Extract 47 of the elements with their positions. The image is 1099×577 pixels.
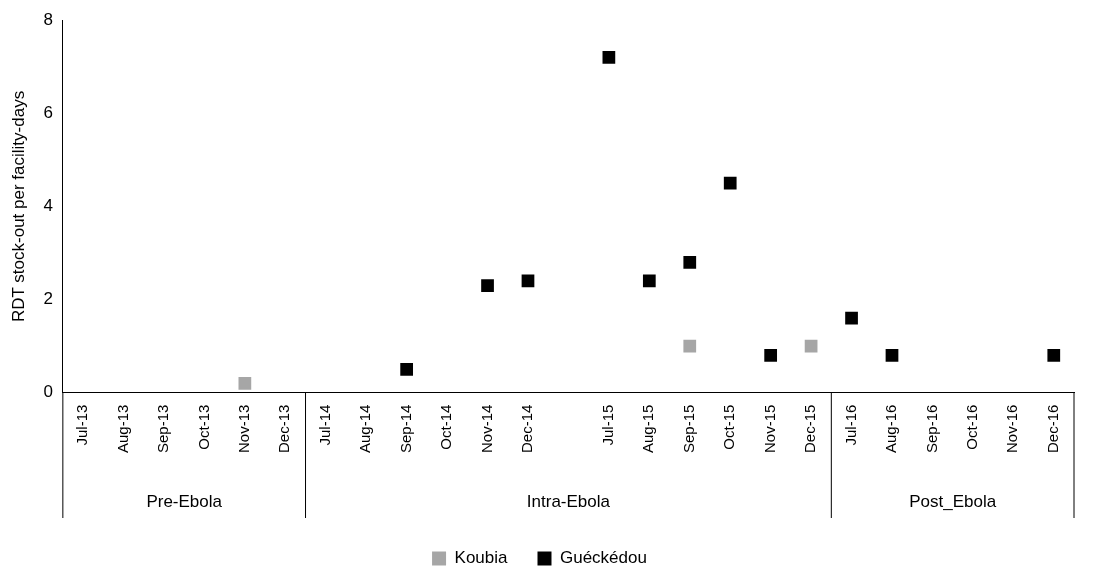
x-tick-label: Sep-14 xyxy=(396,404,414,454)
x-tick-label: Nov-14 xyxy=(477,404,495,453)
x-tick-label: Aug-16 xyxy=(882,404,900,454)
point xyxy=(885,349,899,362)
text: Intra-Ebola xyxy=(526,491,611,511)
x-tick-label: Sep-15 xyxy=(679,404,697,454)
point xyxy=(764,349,778,362)
y-tick-label: 2 xyxy=(43,289,53,309)
x-tick-label: Nov-16 xyxy=(1003,404,1021,453)
point xyxy=(481,279,494,292)
x-tick-label: Jul-14 xyxy=(315,404,333,446)
x-tick-label: Dec-15 xyxy=(801,404,819,453)
y-tick-label: 0 xyxy=(43,382,53,402)
point xyxy=(683,339,697,353)
legend-label: Koubia xyxy=(454,548,509,568)
point xyxy=(683,255,697,269)
x-tick-label: Dec-16 xyxy=(1043,404,1061,453)
point xyxy=(642,274,656,288)
point xyxy=(602,51,616,64)
x-tick-label: Oct-15 xyxy=(720,404,738,450)
x-tick-label: Jul-13 xyxy=(73,404,91,446)
point xyxy=(723,176,737,190)
x-tick-label: Aug-14 xyxy=(356,404,374,454)
x-tick-label: Dec-13 xyxy=(275,404,293,453)
x-tick-label: Sep-16 xyxy=(922,404,940,454)
x-tick-label: Dec-14 xyxy=(518,404,536,453)
x-tick-label: Aug-13 xyxy=(113,404,131,454)
legend-label: Guéckédou xyxy=(559,548,647,568)
x-tick-label: Nov-13 xyxy=(235,404,252,453)
point xyxy=(400,362,414,376)
y-axis-title: RDT stock-out per facility-days xyxy=(8,90,28,322)
x-tick-label: Sep-13 xyxy=(154,404,172,454)
point xyxy=(238,376,252,390)
x-tick-label: Oct-14 xyxy=(437,404,455,450)
point xyxy=(845,311,858,325)
text: Pre-Ebola xyxy=(146,491,223,511)
x-tick-label: Nov-15 xyxy=(760,404,778,453)
y-tick-label: 4 xyxy=(43,196,53,216)
y-tick-label: 8 xyxy=(43,9,53,29)
x-tick-label: Aug-15 xyxy=(639,404,657,454)
point xyxy=(1047,349,1061,362)
y-tick-label: 6 xyxy=(43,103,53,122)
x-tick-label: Jul-16 xyxy=(841,404,859,446)
x-tick-label: Jul-15 xyxy=(599,404,617,446)
text: Post_Ebola xyxy=(909,491,997,511)
x-tick-label: Oct-16 xyxy=(963,404,981,450)
x-tick-label: Oct-13 xyxy=(194,404,212,450)
